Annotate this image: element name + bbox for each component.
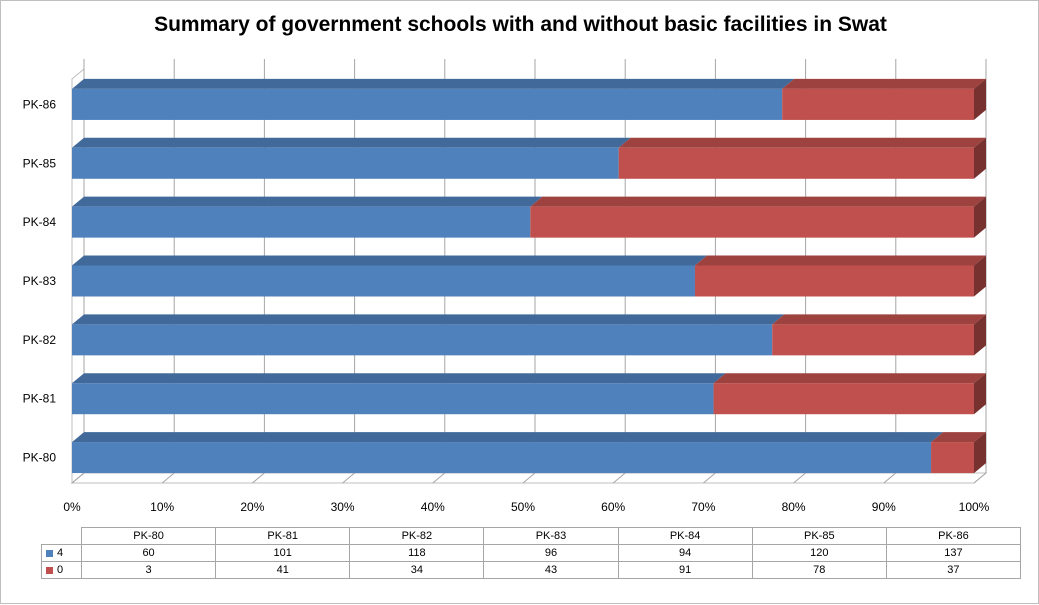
data-table-category-header: PK-85 <box>751 527 887 545</box>
data-table-value: 118 <box>349 544 485 562</box>
bar-pk-80-series-0 <box>931 442 974 474</box>
bar-pk-85-series-0 <box>618 147 974 179</box>
gridline-floor <box>522 472 536 484</box>
data-table-value: 43 <box>483 561 619 579</box>
data-table-value: 3 <box>80 561 217 579</box>
x-tick-label: 30% <box>331 500 355 514</box>
bar-pk-80-series-4 <box>72 442 932 474</box>
gridline-floor <box>883 472 897 484</box>
bar-pk-85-series-4-top <box>72 137 631 148</box>
x-tick-label: 0% <box>63 500 81 514</box>
bar-pk-84-series-0-side <box>974 196 986 238</box>
y-category-label: PK-83 <box>23 274 57 288</box>
gridline-floor <box>612 472 626 484</box>
data-table-category-header: PK-83 <box>483 527 619 545</box>
bar-pk-81-series-4-top <box>72 373 726 384</box>
bar-pk-82-series-4 <box>72 324 773 356</box>
legend-swatch-red <box>46 566 53 574</box>
data-table-corner <box>41 527 82 545</box>
legend-swatch-blue <box>46 549 53 557</box>
gridline-floor <box>161 472 175 484</box>
gridline-floor <box>973 472 987 484</box>
bar-pk-82-series-0-side <box>974 314 986 356</box>
bar-pk-80-series-0-top <box>931 432 986 443</box>
bar-pk-86-series-4 <box>72 88 783 120</box>
bar-pk-85-series-0-side <box>974 137 986 179</box>
x-tick-label: 60% <box>601 500 625 514</box>
bar-pk-83-series-0-top <box>694 255 986 266</box>
data-table-category-header: PK-84 <box>617 527 753 545</box>
bar-pk-82-series-0 <box>772 324 974 356</box>
bar-pk-84-series-4-top <box>72 196 543 207</box>
bar-pk-83-series-0-side <box>974 255 986 297</box>
chart-title: Summary of government schools with and w… <box>154 13 887 36</box>
data-table-value: 94 <box>617 544 753 562</box>
bar-pk-84-series-0-top <box>530 196 986 207</box>
x-tick-label: 100% <box>959 500 990 514</box>
bar-pk-84-series-0 <box>530 206 974 238</box>
bar-pk-86-series-0 <box>782 88 974 120</box>
data-table-series-row: 4 60 101 118 96 94 120 137 <box>41 544 1022 562</box>
gridline-floor <box>71 472 85 484</box>
data-table-value: 91 <box>617 561 753 579</box>
data-table-category-header: PK-80 <box>80 527 217 545</box>
bar-pk-81-series-0 <box>713 383 974 415</box>
bar-pk-81-series-0-side <box>974 373 986 415</box>
bar-pk-83-series-4 <box>72 265 695 297</box>
gridline-floor <box>252 472 265 484</box>
legend-entry-series-0: 0 <box>41 561 82 579</box>
bar-pk-85-series-4 <box>72 147 619 179</box>
y-category-label: PK-80 <box>23 451 57 465</box>
bar-pk-85-series-0-top <box>618 137 986 148</box>
bar-pk-86-series-4-top <box>72 78 795 89</box>
bar-pk-82-series-4-top <box>72 314 785 325</box>
data-table-value: 37 <box>885 561 1022 579</box>
legend-label: 4 <box>57 547 64 559</box>
data-table-value: 34 <box>349 561 485 579</box>
x-tick-label: 80% <box>782 500 806 514</box>
bar-pk-83-series-0 <box>694 265 974 297</box>
bar-pk-86-series-0-top <box>782 78 986 89</box>
data-table-series-row: 0 3 41 34 43 91 78 37 <box>41 561 1022 579</box>
data-table-category-header: PK-81 <box>215 527 351 545</box>
bar-pk-84-series-4 <box>72 206 531 238</box>
legend-label: 0 <box>57 564 64 576</box>
y-category-label: PK-85 <box>23 156 57 170</box>
data-table-header-row: PK-80 PK-81 PK-82 PK-83 PK-84 PK-85 PK-8… <box>41 527 1022 545</box>
bar-pk-82-series-0-top <box>772 314 986 325</box>
bar-pk-83-series-4-top <box>72 255 707 266</box>
gridline-floor <box>793 472 806 484</box>
data-table-value: 137 <box>885 544 1022 562</box>
x-tick-label: 40% <box>421 500 445 514</box>
x-tick-label: 90% <box>872 500 896 514</box>
bar-pk-81-series-0-top <box>713 373 986 384</box>
data-table-value: 101 <box>215 544 351 562</box>
data-table-category-header: PK-82 <box>349 527 485 545</box>
legend-entry-series-4: 4 <box>41 544 82 562</box>
y-category-label: PK-84 <box>23 215 57 229</box>
x-tick-label: 50% <box>511 500 535 514</box>
gridline-floor <box>432 472 446 484</box>
bar-pk-80-series-4-top <box>72 432 944 443</box>
x-tick-label: 20% <box>240 500 264 514</box>
y-category-label: PK-81 <box>23 392 57 406</box>
gridline-floor <box>342 472 355 484</box>
data-table-value: 78 <box>751 561 887 579</box>
x-tick-label: 10% <box>150 500 174 514</box>
data-table-value: 120 <box>751 544 887 562</box>
data-table-value: 60 <box>80 544 217 562</box>
y-category-label: PK-82 <box>23 333 57 347</box>
x-tick-label: 70% <box>691 500 715 514</box>
data-table-category-header: PK-86 <box>885 527 1022 545</box>
y-category-label: PK-86 <box>23 97 57 111</box>
bar-pk-86-series-0-side <box>974 78 986 120</box>
data-table-value: 41 <box>215 561 351 579</box>
bar-pk-80-series-0-side <box>974 432 986 474</box>
data-table-value: 96 <box>483 544 619 562</box>
gridline-floor <box>703 472 716 484</box>
bar-pk-81-series-4 <box>72 383 714 415</box>
data-table: PK-80 PK-81 PK-82 PK-83 PK-84 PK-85 PK-8… <box>41 527 1022 579</box>
